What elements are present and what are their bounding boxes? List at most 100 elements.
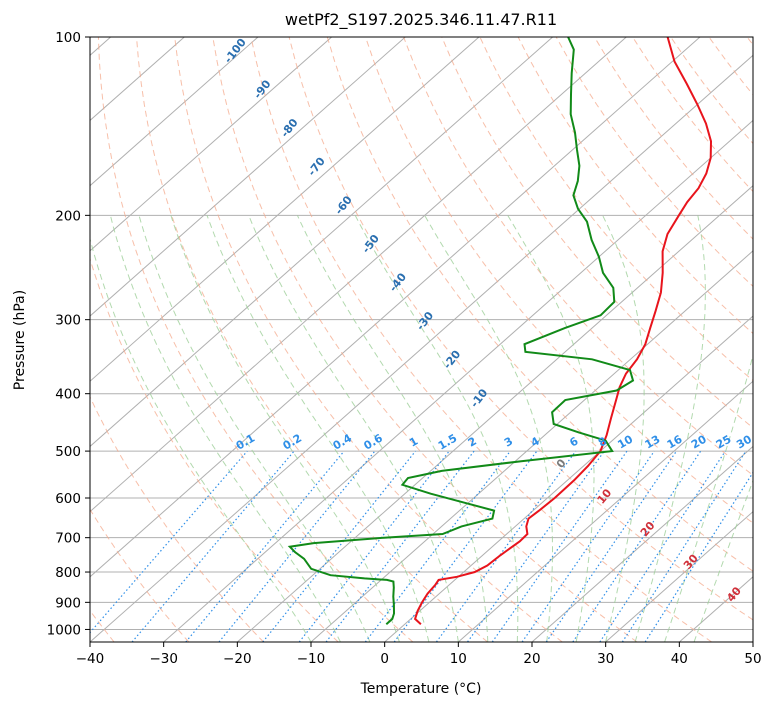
dry-adiabat-line (746, 37, 753, 46)
x-tick-label: 10 (450, 651, 467, 667)
moist-adiabat-line (602, 215, 645, 642)
isotherm-line (605, 510, 753, 642)
temperature-trace (413, 37, 713, 625)
isotherm-line (90, 37, 701, 578)
moist-adiabat-line (170, 215, 400, 642)
mixing-ratio-label: 3 (502, 435, 515, 450)
mixing-ratio-line (218, 450, 376, 642)
y-tick-label: 300 (55, 313, 81, 329)
dry-adiabat-line (90, 395, 264, 642)
y-tick-label: 200 (55, 208, 81, 224)
isotherm-line (310, 250, 753, 642)
isotherm-line (163, 119, 753, 642)
y-axis-label: Pressure (hPa) (12, 290, 28, 390)
moist-adiabat-line (424, 215, 553, 642)
isotherm-line (531, 445, 753, 642)
x-axis: −40 −30 −20 −10 0 10 20 30 40 50 (76, 642, 762, 667)
isotherm-line (90, 37, 332, 252)
y-tick-label: 700 (55, 531, 81, 547)
moist-adiabat-label: 10 (595, 486, 615, 506)
dry-adiabat-line (97, 37, 414, 642)
dry-adiabat-line (708, 37, 753, 96)
moist-adiabat-line (664, 353, 753, 642)
x-tick-label: 40 (671, 651, 688, 667)
dry-adiabat-line (593, 37, 753, 240)
moist-adiabat-line (90, 237, 312, 642)
x-tick-label: 20 (523, 651, 540, 667)
isotherm-line (90, 37, 406, 317)
dry-adiabat-line (555, 37, 753, 287)
dry-adiabat-label: -20 (441, 348, 464, 372)
mixing-ratio-line (621, 450, 747, 642)
mixing-ratio-line (90, 450, 248, 634)
dry-adiabat-label: -100 (222, 36, 249, 66)
plot-frame (89, 36, 754, 643)
moist-adiabat-line (507, 215, 595, 642)
dry-adiabat-line (403, 37, 753, 476)
mixing-ratio-label: 1 (407, 435, 420, 450)
x-tick-label: 50 (744, 651, 761, 667)
mixing-ratio-line (325, 450, 475, 642)
dry-adiabat-label: -60 (332, 193, 355, 217)
background-lines (90, 37, 753, 642)
y-tick-label: 900 (55, 595, 81, 611)
mixing-ratio-line (393, 450, 538, 642)
dry-adiabat-line (365, 37, 753, 524)
mixing-ratio-label: 0.4 (331, 431, 355, 452)
moist-adiabat-label: 30 (681, 552, 701, 572)
dry-adiabat-label: -10 (468, 386, 491, 410)
dry-adiabat-label: -80 (278, 116, 301, 140)
dry-adiabat-line (174, 37, 563, 642)
x-tick-label: 30 (597, 651, 614, 667)
y-tick-label: 1000 (47, 622, 81, 638)
dewpoint-trace (287, 37, 635, 625)
x-tick-label: 0 (380, 651, 389, 667)
mixing-ratio-line (644, 471, 753, 642)
mixing-ratio-label: 16 (665, 432, 685, 451)
dry-adiabat-line (326, 37, 753, 572)
x-tick-label: −10 (297, 651, 326, 667)
mixing-ratio-label: 30 (734, 432, 754, 451)
mixing-ratio-line (131, 450, 295, 642)
isotherm-line (384, 315, 753, 642)
x-axis-label: Temperature (°C) (360, 681, 482, 697)
dry-adiabat-line (670, 37, 753, 145)
moist-adiabat-label: 0 (554, 456, 569, 470)
y-tick-label: 100 (55, 30, 81, 46)
mixing-ratio-line (435, 450, 577, 642)
mixing-ratio-label: 13 (643, 433, 663, 452)
sounding-traces (287, 37, 713, 625)
dry-adiabat-line (250, 37, 712, 642)
moist-adiabat-line (109, 215, 341, 642)
x-tick-label: −40 (76, 651, 105, 667)
isotherm-line (90, 37, 627, 513)
dry-adiabat-line (632, 37, 753, 193)
dry-adiabat-line (90, 508, 190, 642)
isotherm-line (458, 380, 753, 642)
mixing-ratio-label: 0.2 (281, 432, 304, 453)
mixing-ratio-line (521, 450, 655, 642)
mixing-ratio-line (545, 450, 677, 642)
dry-adiabat-line (288, 37, 753, 621)
y-tick-label: 800 (55, 565, 81, 581)
mixing-ratio-line (467, 450, 605, 642)
x-tick-label: −20 (223, 651, 252, 667)
chart-title: wetPf2_S197.2025.346.11.47.R11 (285, 10, 557, 30)
dry-adiabat-label: -40 (387, 270, 410, 294)
isotherm-line (90, 54, 753, 642)
isotherm-line (90, 37, 259, 187)
moist-adiabat-line (248, 215, 459, 642)
mixing-ratio-line (572, 450, 702, 642)
isotherm-line (90, 37, 480, 382)
mixing-ratio-line (262, 450, 416, 642)
mixing-ratio-label: 25 (714, 433, 734, 452)
isotherm-line (90, 37, 553, 448)
dry-adiabat-label: -90 (251, 77, 274, 101)
isotherm-line (752, 641, 753, 642)
moist-adiabat-line (693, 479, 753, 642)
moist-adiabat-line (138, 215, 371, 642)
y-tick-label: 400 (55, 387, 81, 403)
mixing-ratio-line (364, 450, 511, 642)
dry-adiabat-label: -30 (414, 309, 437, 333)
